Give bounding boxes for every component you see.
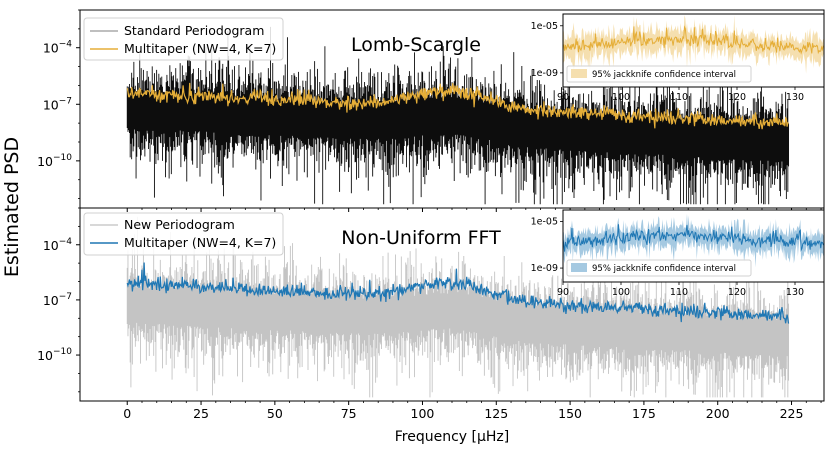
y-tick-label: 10−10 [37,153,72,169]
legend-label-multitaper-ls: Multitaper (NW=4, K=7) [124,41,276,56]
lomb-scargle-series [126,25,790,205]
panel2-y-ticks: 10−4 10−7 10−10 [37,207,80,393]
inset-multitaper-line [562,25,825,55]
panel-non-uniform-fft: 10−410−710−10 0 25 50 75 100 125 150 175 200 225 … [37,207,825,421]
x-tick-label: 50 [267,406,283,421]
legend-label-multitaper-nufft: Multitaper (NW=4, K=7) [124,235,276,250]
x-tick-label: 175 [632,406,656,421]
y-tick-label: 10−10 [37,347,72,363]
multitaper-series [126,82,789,130]
inset-x-tick-label: 120 [728,287,746,298]
multitaper-series [126,262,790,324]
panel-lomb-scargle: 10−4 10−7 10−10 Lomb-Scargle Standard Peri… [37,9,825,212]
legend-label-new-periodogram: New Periodogram [124,217,235,232]
y-tick-label: 10−4 [43,40,72,56]
figure-xlabel: Frequency [μHz] [395,429,509,445]
inset-legend-label-ci-nufft: 95% jackknife confidence interval [592,264,736,274]
inset-x-tick-label: 100 [612,92,630,103]
panel1-inset-frame [562,13,825,88]
panel1-inset-legend: 95% jackknife confidence interval [566,65,752,83]
inset-x-tick-label: 90 [557,92,569,103]
inset-x-tick-label: 130 [786,287,804,298]
inset-x-tick-label: 90 [557,287,569,298]
panel2-inset-series [562,213,825,268]
panel2-legend: New Periodogram Multitaper (NW=4, K=7) [83,212,284,256]
panel1-inset-series [562,15,825,74]
inset-x-tick-label: 130 [786,92,804,103]
panel2-x-ticks: 0 25 50 75 100 125 150 175 200 225 [123,401,822,421]
inset-confidence-band [563,213,824,268]
panel1-title: Lomb-Scargle [351,34,481,56]
x-tick-label: 75 [341,406,357,421]
x-tick-label: 225 [780,406,804,421]
legend-label-standard-periodogram: Standard Periodogram [124,23,264,38]
x-tick-label: 100 [411,406,435,421]
panel2-title: Non-Uniform FFT [341,227,501,249]
inset-multitaper-line [562,224,825,252]
inset-legend-label-ci-ls: 95% jackknife confidence interval [592,70,736,80]
x-tick-label: 200 [706,406,730,421]
inset-confidence-band [563,15,824,74]
panel2-inset-frame [562,209,825,283]
inset-legend-swatch-ci-nufft [571,263,587,272]
inset-y-tick-label: 1e-05 [531,21,558,32]
non-uniform-fft-series [126,216,790,398]
y-tick-label: 10−4 [43,237,72,253]
panel1-y-ticks: 10−4 10−7 10−10 [37,9,80,199]
x-tick-label: 150 [558,406,582,421]
panel1-inset: 90 100 110 120 130 1e-05 1e-09 95% jackknife c… [531,13,825,103]
panel2-inset: 90 100 110 120 130 1e-05 1e-09 95% jackknife c… [531,209,825,298]
inset-x-tick-label: 110 [670,287,688,298]
x-tick-label: 125 [484,406,508,421]
inset-y-tick-label: 1e-05 [531,217,558,228]
panel2-inset-legend: 95% jackknife confidence interval [566,259,752,277]
x-tick-label: 0 [123,406,131,421]
inset-y-tick-label: 1e-09 [531,68,558,79]
panel2-inset-ticks: 90 100 110 120 130 1e-05 1e-09 [531,217,804,298]
y-tick-label: 10−7 [43,96,72,112]
inset-x-tick-label: 120 [728,92,746,103]
inset-x-tick-label: 100 [612,287,630,298]
periodogram-series [126,216,790,398]
inset-y-tick-label: 1e-09 [531,263,558,274]
panel1-legend: Standard Periodogram Multitaper (NW=4, K… [83,17,284,61]
x-tick-label: 25 [193,406,209,421]
inset-x-tick-label: 110 [670,92,688,103]
y-tick-label: 10−7 [43,292,72,308]
inset-legend-swatch-ci-ls [571,69,587,78]
figure-ylabel: Estimated PSD [1,137,23,277]
panel1-inset-ticks: 90 100 110 120 130 1e-05 1e-09 [531,21,804,103]
